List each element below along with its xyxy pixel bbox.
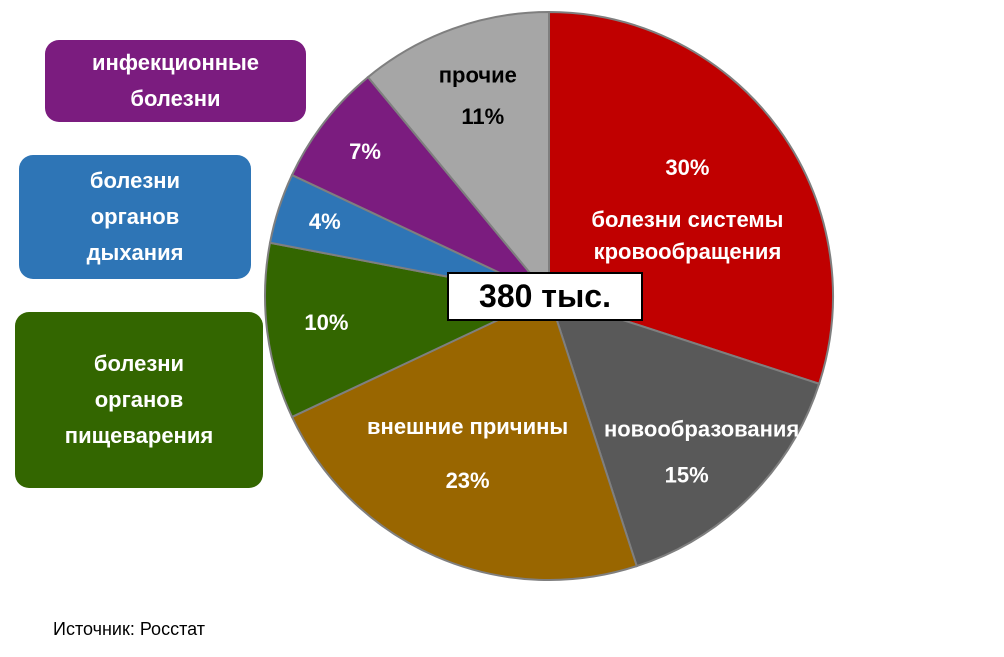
source-note: Источник: Росстат <box>53 619 205 639</box>
pie-slice <box>290 75 550 297</box>
total-label: 380 тыс. <box>447 272 643 321</box>
slice-category-label: новообразования <box>604 417 799 442</box>
slice-value-label: 11% <box>461 104 504 129</box>
legend-infectious-diseases: инфекционные болезни <box>45 40 306 122</box>
slice-category-label: прочие <box>439 62 517 87</box>
slice-value-label: 10% <box>304 310 348 335</box>
slice-value-label: 15% <box>665 462 709 487</box>
slice-value-label: 30% <box>665 155 709 180</box>
slice-category-label: болезни системы кровообращения <box>591 207 783 264</box>
slice-category-label: внешние причины <box>367 414 568 439</box>
slice-value-label: 4% <box>309 209 341 234</box>
pie-slice <box>547 294 821 568</box>
pie-slice <box>366 10 550 299</box>
slice-value-label: 7% <box>349 139 381 164</box>
legend-digestive-diseases: болезни органов пищеварения <box>15 312 263 488</box>
legend-respiratory-diseases: болезни органов дыхания <box>19 155 251 279</box>
slice-value-label: 23% <box>446 468 490 493</box>
pie-slice <box>290 294 639 581</box>
